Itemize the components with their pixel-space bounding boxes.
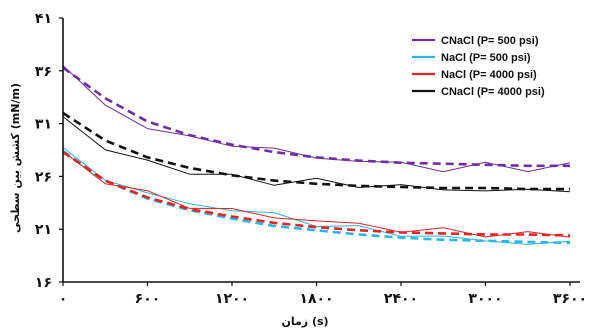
- legend-label: CNaCl (P= 500 psi): [441, 35, 539, 47]
- y-tick-label: ۱۶: [35, 275, 52, 291]
- series-line-fit: [62, 111, 570, 191]
- series-line-fit: [62, 150, 571, 245]
- y-tick-label: ۳۱: [35, 117, 52, 133]
- x-tick-label: ۳۰۰۰: [468, 291, 502, 307]
- x-tick-label: ۲۴۰۰: [384, 291, 418, 307]
- legend-label: NaCl (P= 500 psi): [441, 52, 531, 64]
- series-line-measured: [62, 65, 571, 173]
- y-tick-label: ۳۶: [35, 64, 52, 80]
- series-line-fit: [62, 66, 570, 168]
- legend-label: CNaCl (P= 4000 psi): [441, 86, 545, 98]
- x-tick-label: ۱۲۰۰: [215, 291, 249, 307]
- y-axis-title: کشش بین سطحی (mN/m): [9, 83, 22, 233]
- x-tick-label: ۱۸۰۰: [299, 291, 333, 307]
- legend: CNaCl (P= 500 psi) NaCl (P= 500 psi) NaCl …: [412, 35, 545, 98]
- y-tick-label: ۲۱: [35, 222, 52, 238]
- legend-label: NaCl (P= 4000 psi): [441, 69, 537, 81]
- series-line-fit: [62, 151, 571, 237]
- x-tick-label: ۶۰۰: [135, 291, 161, 307]
- series-line-measured: [62, 116, 571, 193]
- x-tick-label: ۳۶۰۰: [553, 291, 587, 307]
- series-line-measured: [62, 150, 571, 238]
- y-tick-label: ۴۱: [35, 11, 52, 27]
- y-tick-label: ۲۶: [35, 169, 52, 185]
- x-tick-label: ۰: [59, 291, 68, 307]
- x-axis-title: زمان (s): [281, 315, 328, 328]
- series-line-measured: [62, 147, 571, 245]
